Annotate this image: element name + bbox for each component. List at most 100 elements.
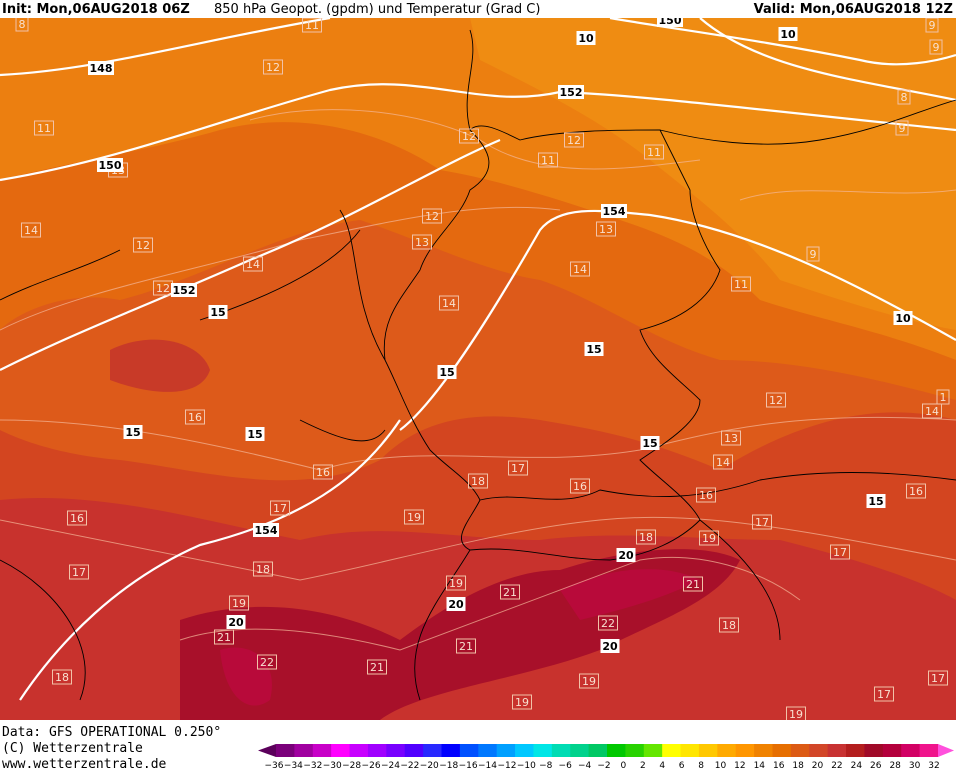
isotherm-label-box bbox=[696, 487, 716, 503]
geopotential-label-box bbox=[558, 85, 584, 99]
legend-swatch bbox=[809, 744, 829, 757]
legend-label: −10 bbox=[517, 761, 536, 770]
geopotential-label: 154 bbox=[255, 524, 278, 537]
isotherm-label: 22 bbox=[260, 656, 274, 669]
geopotential-label: 154 bbox=[603, 205, 626, 218]
legend-label: −16 bbox=[459, 761, 478, 770]
isotherm-label: 16 bbox=[573, 480, 587, 493]
geopotential-label-box bbox=[600, 639, 620, 653]
isotherm-label-box bbox=[598, 615, 618, 631]
isotherm-label: 18 bbox=[256, 563, 270, 576]
geopotential-label-box bbox=[616, 548, 636, 562]
geopotential-label: 15 bbox=[247, 428, 262, 441]
legend-label: −24 bbox=[381, 761, 400, 770]
isotherm-label: 1 bbox=[940, 391, 947, 404]
isotherm-label: 13 bbox=[724, 432, 738, 445]
legend-label: −18 bbox=[439, 761, 458, 770]
isotherm-label-box bbox=[895, 120, 909, 136]
geopotential-label: 15 bbox=[642, 437, 657, 450]
legend-swatch bbox=[698, 744, 718, 757]
geopotential-label-box bbox=[584, 342, 604, 356]
color-legend: −36 −34 −32 −30 −28 −26 −24 −22 −20 −18 −16 −14 −12−… bbox=[258, 744, 954, 770]
geopotential-label-box bbox=[601, 204, 627, 218]
legend-swatch bbox=[643, 744, 663, 757]
legend-label: 0 bbox=[621, 761, 627, 770]
isotherm-label: 22 bbox=[601, 617, 615, 630]
legend-swatch bbox=[276, 744, 295, 757]
legend-swatch bbox=[294, 744, 314, 757]
geopotential-label-box bbox=[576, 31, 596, 45]
isotherm-label: 19 bbox=[449, 577, 463, 590]
isotherm-label-box bbox=[404, 509, 424, 525]
legend-swatch bbox=[607, 744, 626, 757]
website: www.wetterzentrale.de bbox=[2, 757, 167, 770]
isotherm-label-box bbox=[446, 575, 466, 591]
legend-swatch bbox=[570, 744, 590, 757]
isotherm-label: 17 bbox=[931, 672, 945, 685]
isotherm-label-box bbox=[133, 237, 153, 253]
isotherm-label-box bbox=[683, 576, 703, 592]
legend-swatch bbox=[441, 744, 461, 757]
geopotential-label-box bbox=[778, 27, 798, 41]
isotherm-label: 11 bbox=[734, 278, 748, 291]
isotherm-label: 13 bbox=[599, 223, 613, 236]
legend-swatch bbox=[735, 744, 755, 757]
geopotential-label-box bbox=[866, 494, 886, 508]
legend-label: 10 bbox=[715, 761, 727, 770]
legend-swatch bbox=[625, 744, 645, 757]
isotherm-label: 19 bbox=[515, 696, 529, 709]
legend-label: −12 bbox=[497, 761, 516, 770]
isotherm-label-box bbox=[270, 500, 290, 516]
legend-label: −28 bbox=[342, 761, 361, 770]
geopotential-label: 10 bbox=[578, 32, 594, 45]
geopotential-label-box bbox=[226, 615, 246, 629]
legend-label: 16 bbox=[773, 761, 785, 770]
map bbox=[0, 16, 956, 720]
legend-label: −4 bbox=[578, 761, 592, 770]
isotherm-label: 17 bbox=[273, 502, 287, 515]
legend-swatch bbox=[662, 744, 682, 757]
legend-label: 22 bbox=[831, 761, 842, 770]
legend-label: 32 bbox=[928, 761, 939, 770]
isotherm-label-box bbox=[243, 256, 263, 272]
legend-swatch bbox=[772, 744, 792, 757]
isotherm-label: 21 bbox=[370, 661, 384, 674]
legend-swatch bbox=[404, 744, 424, 757]
isotherm-label-box bbox=[874, 686, 894, 702]
isotherm-label: 14 bbox=[246, 258, 260, 271]
isotherm-label: 13 bbox=[415, 236, 429, 249]
copyright: (C) Wetterzentrale bbox=[2, 741, 143, 756]
temp-zone bbox=[110, 339, 210, 392]
isotherm-label: 17 bbox=[72, 566, 86, 579]
legend-label: 14 bbox=[754, 761, 766, 770]
legend-label: −2 bbox=[597, 761, 610, 770]
isotherm-label-box bbox=[257, 654, 277, 670]
isotherms bbox=[0, 109, 956, 651]
isotherm-label-box bbox=[699, 530, 719, 546]
temp-zone bbox=[470, 18, 956, 330]
isotherm-label-box bbox=[500, 584, 520, 600]
legend-label: 28 bbox=[889, 761, 901, 770]
geopotential-label: 15 bbox=[868, 495, 883, 508]
isotherm-label-box bbox=[52, 669, 72, 685]
isotherm-label-box bbox=[830, 544, 850, 560]
isotherm-label-box bbox=[564, 132, 584, 148]
isotherm-label: 16 bbox=[188, 411, 202, 424]
geopotential-label: 15 bbox=[125, 426, 140, 439]
isotherm-label: 19 bbox=[582, 675, 596, 688]
isotherm-label-box bbox=[570, 261, 590, 277]
geopotential-label-box bbox=[893, 311, 913, 325]
isotherm-label: 17 bbox=[511, 462, 525, 475]
legend-swatch bbox=[588, 744, 608, 757]
geopotential-label: 20 bbox=[618, 549, 634, 562]
isotherm-label-box bbox=[512, 694, 532, 710]
legend-label: 30 bbox=[909, 761, 921, 770]
map-title: 850 hPa Geopot. (gpdm) und Temperatur (G… bbox=[214, 2, 540, 17]
isotherm-label-box bbox=[67, 510, 87, 526]
valid-time: Valid: Mon,06AUG2018 12Z bbox=[754, 2, 953, 17]
geopotential-label: 20 bbox=[228, 616, 244, 629]
legend-swatch bbox=[331, 744, 351, 757]
isotherm-label: 21 bbox=[459, 640, 473, 653]
legend-label: 2 bbox=[640, 761, 646, 770]
geopotential-label: 10 bbox=[780, 28, 796, 41]
